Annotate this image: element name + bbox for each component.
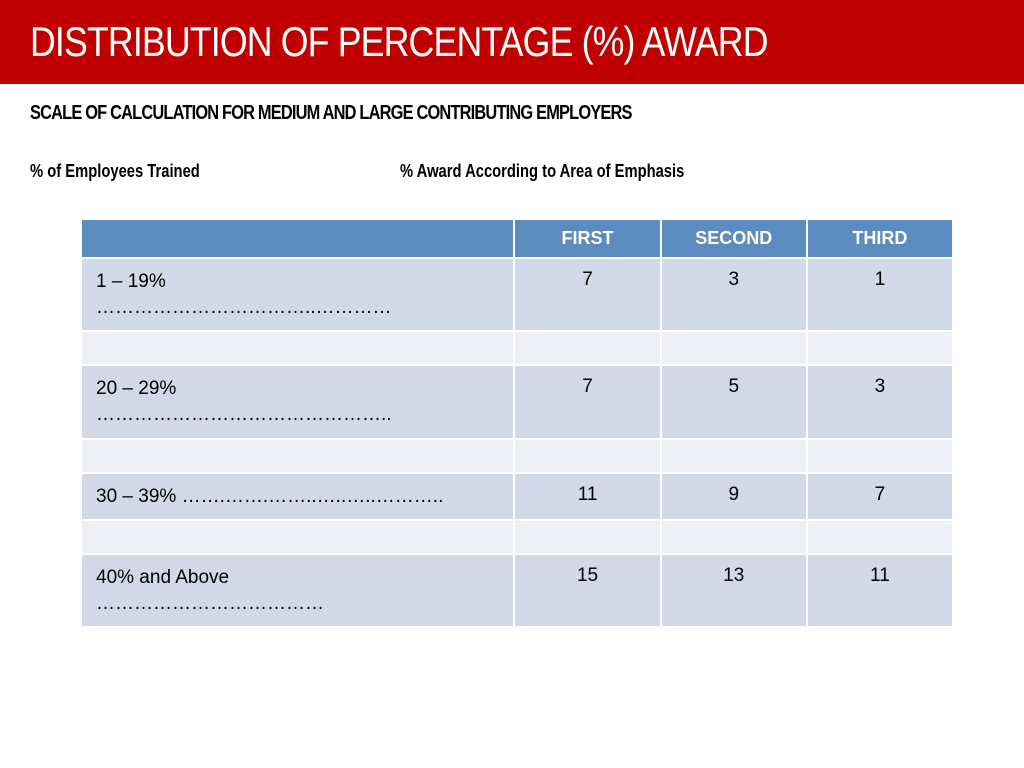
- row-label-cell: 1 – 19%……………………………..…………: [81, 258, 514, 331]
- page-title: DISTRIBUTION OF PERCENTAGE (%) AWARD: [30, 18, 768, 66]
- table-row: 40% and Above………………………………151311: [81, 554, 953, 627]
- table-header-third: THIRD: [807, 219, 953, 258]
- table-header-first: FIRST: [514, 219, 660, 258]
- spacer-cell: [661, 520, 807, 554]
- spacer-cell: [661, 331, 807, 365]
- cell-second: 3: [661, 258, 807, 331]
- left-column-header: % of Employees Trained: [30, 161, 333, 182]
- row-label: 1 – 19%……………………………..…………: [96, 269, 513, 320]
- row-label: 20 – 29%………………………………………..: [96, 376, 513, 427]
- spacer-cell: [81, 439, 514, 473]
- spacer-cell: [514, 331, 660, 365]
- spacer-cell: [807, 520, 953, 554]
- cell-first: 7: [514, 258, 660, 331]
- cell-third: 11: [807, 554, 953, 627]
- cell-first: 15: [514, 554, 660, 627]
- spacer-cell: [807, 439, 953, 473]
- table-header-blank: [81, 219, 514, 258]
- row-label-cell: 40% and Above………………………………: [81, 554, 514, 627]
- column-headers-row: % of Employees Trained % Award According…: [30, 161, 994, 182]
- spacer-cell: [661, 439, 807, 473]
- spacer-cell: [81, 520, 514, 554]
- award-table: FIRST SECOND THIRD 1 – 19%……………………………..……: [80, 218, 954, 628]
- right-column-header: % Award According to Area of Emphasis: [400, 161, 684, 182]
- row-label-cell: 20 – 29%………………………………………..: [81, 365, 514, 438]
- spacer-cell: [514, 439, 660, 473]
- cell-first: 7: [514, 365, 660, 438]
- row-label-cell: 30 – 39% …….…….……..…..…..………..: [81, 473, 514, 521]
- spacer-cell: [807, 331, 953, 365]
- table-row: 30 – 39% …….…….……..…..…..………..1197: [81, 473, 953, 521]
- cell-third: 7: [807, 473, 953, 521]
- table-header-second: SECOND: [661, 219, 807, 258]
- spacer-cell: [514, 520, 660, 554]
- row-label: 40% and Above………………………………: [96, 565, 513, 616]
- content-area: SCALE OF CALCULATION FOR MEDIUM AND LARG…: [0, 84, 1024, 628]
- table-spacer-row: [81, 520, 953, 554]
- row-label: 30 – 39% …….…….……..…..…..………..: [96, 484, 513, 510]
- table-spacer-row: [81, 331, 953, 365]
- cell-second: 13: [661, 554, 807, 627]
- subtitle: SCALE OF CALCULATION FOR MEDIUM AND LARG…: [30, 102, 820, 125]
- spacer-cell: [81, 331, 514, 365]
- table-header-row: FIRST SECOND THIRD: [81, 219, 953, 258]
- cell-second: 9: [661, 473, 807, 521]
- cell-first: 11: [514, 473, 660, 521]
- table-row: 20 – 29%………………………………………..753: [81, 365, 953, 438]
- table-spacer-row: [81, 439, 953, 473]
- cell-third: 1: [807, 258, 953, 331]
- table-wrapper: FIRST SECOND THIRD 1 – 19%……………………………..……: [30, 218, 994, 628]
- cell-second: 5: [661, 365, 807, 438]
- cell-third: 3: [807, 365, 953, 438]
- table-row: 1 – 19%……………………………..…………731: [81, 258, 953, 331]
- title-bar: DISTRIBUTION OF PERCENTAGE (%) AWARD: [0, 0, 1024, 84]
